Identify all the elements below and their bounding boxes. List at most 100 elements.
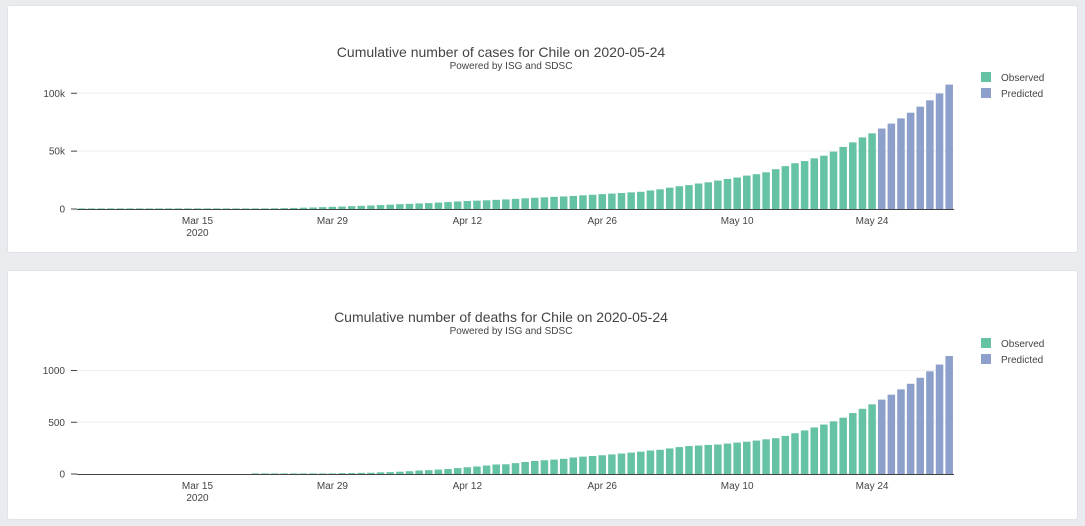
bar-observed[interactable] (810, 427, 819, 474)
bar-observed[interactable] (376, 205, 385, 209)
bar-observed[interactable] (174, 208, 182, 209)
bar-observed[interactable] (637, 451, 645, 474)
bar-observed[interactable] (733, 442, 741, 474)
bar-observed[interactable] (559, 458, 568, 474)
bar-observed[interactable] (193, 208, 202, 209)
bar-observed[interactable] (126, 208, 134, 209)
bar-observed[interactable] (135, 208, 144, 209)
bar-observed[interactable] (637, 191, 645, 209)
bar-observed[interactable] (694, 445, 703, 474)
bar-predicted[interactable] (916, 106, 925, 209)
bar-observed[interactable] (338, 206, 346, 209)
bar-predicted[interactable] (906, 112, 915, 209)
bar-observed[interactable] (444, 202, 452, 209)
bar-observed[interactable] (453, 468, 462, 474)
bar-observed[interactable] (405, 203, 414, 209)
bar-observed[interactable] (723, 178, 732, 209)
bar-observed[interactable] (598, 194, 606, 209)
bar-observed[interactable] (357, 472, 366, 474)
bar-predicted[interactable] (945, 356, 953, 474)
bar-predicted[interactable] (935, 93, 944, 209)
bar-observed[interactable] (868, 404, 876, 474)
bar-observed[interactable] (839, 417, 847, 474)
bar-observed[interactable] (270, 473, 279, 474)
bar-observed[interactable] (540, 197, 549, 209)
bar-observed[interactable] (116, 208, 125, 209)
bar-observed[interactable] (714, 444, 722, 474)
bar-observed[interactable] (212, 208, 221, 209)
bar-observed[interactable] (415, 470, 423, 474)
bar-observed[interactable] (492, 464, 500, 474)
bar-observed[interactable] (106, 208, 115, 209)
bar-observed[interactable] (858, 137, 867, 209)
bar-observed[interactable] (145, 208, 154, 209)
bar-observed[interactable] (396, 471, 404, 474)
bar-predicted[interactable] (935, 364, 944, 474)
bar-observed[interactable] (492, 199, 500, 209)
bar-observed[interactable] (347, 473, 356, 474)
bar-observed[interactable] (791, 433, 799, 474)
bar-observed[interactable] (511, 198, 520, 209)
bar-observed[interactable] (849, 413, 857, 474)
bar-observed[interactable] (820, 155, 828, 209)
legend[interactable]: Observed Predicted (981, 338, 1044, 366)
bar-observed[interactable] (550, 459, 558, 474)
bar-observed[interactable] (800, 430, 809, 474)
bar-predicted[interactable] (945, 84, 953, 209)
bar-observed[interactable] (241, 208, 250, 209)
bar-observed[interactable] (839, 146, 847, 209)
bar-observed[interactable] (386, 472, 394, 474)
legend-label-predicted[interactable]: Predicted (1001, 355, 1043, 366)
bar-observed[interactable] (820, 424, 828, 474)
bar-observed[interactable] (338, 473, 346, 474)
bar-observed[interactable] (752, 440, 761, 474)
bar-observed[interactable] (608, 454, 616, 474)
bar-observed[interactable] (646, 190, 655, 209)
bar-observed[interactable] (290, 473, 298, 474)
bar-observed[interactable] (781, 435, 790, 474)
bar-predicted[interactable] (887, 394, 896, 474)
bar-observed[interactable] (463, 467, 472, 474)
bar-observed[interactable] (482, 465, 491, 474)
bar-observed[interactable] (318, 207, 327, 209)
bar-observed[interactable] (434, 202, 443, 209)
bar-observed[interactable] (280, 473, 288, 474)
bar-observed[interactable] (318, 473, 327, 474)
bar-observed[interactable] (771, 169, 780, 209)
legend-label-observed[interactable]: Observed (1001, 339, 1044, 350)
bar-observed[interactable] (656, 189, 664, 209)
bar-observed[interactable] (232, 208, 240, 209)
bar-observed[interactable] (309, 473, 317, 474)
bar-observed[interactable] (502, 199, 510, 209)
bar-observed[interactable] (617, 193, 626, 209)
bar-observed[interactable] (531, 197, 539, 209)
bar-observed[interactable] (743, 175, 751, 209)
bar-observed[interactable] (155, 208, 163, 209)
bar-observed[interactable] (87, 208, 96, 209)
bar-observed[interactable] (858, 408, 867, 474)
bar-observed[interactable] (425, 470, 433, 474)
bar-observed[interactable] (453, 201, 462, 209)
bar-observed[interactable] (550, 196, 558, 209)
bar-observed[interactable] (290, 207, 298, 209)
bar-observed[interactable] (203, 208, 211, 209)
bar-observed[interactable] (270, 208, 279, 209)
bar-observed[interactable] (762, 172, 770, 209)
bar-observed[interactable] (800, 161, 809, 209)
bar-predicted[interactable] (906, 383, 915, 474)
bar-observed[interactable] (415, 203, 423, 209)
bar-observed[interactable] (762, 439, 770, 474)
bar-observed[interactable] (473, 200, 481, 209)
bar-predicted[interactable] (877, 128, 886, 209)
bar-observed[interactable] (328, 206, 337, 209)
bar-observed[interactable] (521, 461, 529, 474)
bar-observed[interactable] (376, 472, 385, 474)
bar-observed[interactable] (251, 473, 260, 474)
bar-observed[interactable] (665, 448, 674, 474)
legend-label-predicted[interactable]: Predicted (1001, 89, 1043, 100)
bar-observed[interactable] (752, 174, 761, 209)
legend-label-observed[interactable]: Observed (1001, 73, 1044, 84)
bar-observed[interactable] (328, 473, 337, 474)
bar-observed[interactable] (559, 196, 568, 209)
bar-observed[interactable] (723, 443, 732, 474)
